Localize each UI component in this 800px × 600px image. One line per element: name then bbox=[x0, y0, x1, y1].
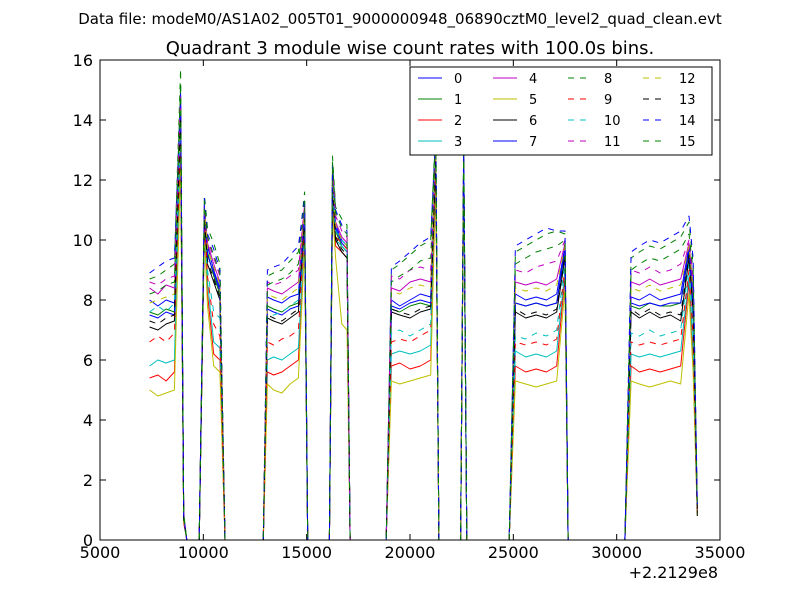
x-axis: 5000 10000 15000 20000 25000 30000 35000 bbox=[80, 60, 746, 562]
suptitle: Data file: modeM0/AS1A02_005T01_90000009… bbox=[78, 10, 722, 29]
y-tick-label: 6 bbox=[83, 351, 93, 370]
legend-label-8: 8 bbox=[604, 72, 612, 87]
legend-label-6: 6 bbox=[529, 114, 537, 129]
y-tick-label: 14 bbox=[73, 111, 93, 130]
y-tick-label: 12 bbox=[73, 171, 93, 190]
y-tick-label: 0 bbox=[83, 531, 93, 550]
series-line-5 bbox=[149, 164, 698, 540]
legend-label-15: 15 bbox=[679, 135, 696, 150]
x-tick-label: 5000 bbox=[80, 543, 121, 562]
x-tick-label: 35000 bbox=[695, 543, 746, 562]
y-tick-label: 10 bbox=[73, 231, 93, 250]
legend-label-13: 13 bbox=[679, 93, 696, 108]
legend-label-0: 0 bbox=[454, 72, 462, 87]
x-tick-label: 10000 bbox=[178, 543, 229, 562]
x-offset-label: +2.2129e8 bbox=[629, 563, 718, 582]
y-tick-label: 4 bbox=[83, 411, 93, 430]
x-tick-label: 20000 bbox=[385, 543, 436, 562]
plot-area: 5000 10000 15000 20000 25000 30000 35000 0 2 4 6 8… bbox=[73, 51, 746, 562]
x-tick-label: 30000 bbox=[591, 543, 642, 562]
series-line-11 bbox=[149, 95, 698, 540]
legend-label-9: 9 bbox=[604, 93, 612, 108]
legend-label-3: 3 bbox=[454, 135, 462, 150]
series-layer bbox=[149, 68, 698, 540]
x-tick-label: 25000 bbox=[488, 543, 539, 562]
legend-label-1: 1 bbox=[454, 93, 462, 108]
legend-label-11: 11 bbox=[604, 135, 621, 150]
legend-label-2: 2 bbox=[454, 114, 462, 129]
legend-label-10: 10 bbox=[604, 114, 621, 129]
legend-label-14: 14 bbox=[679, 114, 696, 129]
x-tick-label: 15000 bbox=[281, 543, 332, 562]
legend-label-4: 4 bbox=[529, 72, 537, 87]
legend-label-7: 7 bbox=[529, 135, 537, 150]
chart-title: Quadrant 3 module wise count rates with … bbox=[166, 38, 655, 59]
legend-label-5: 5 bbox=[529, 93, 537, 108]
y-tick-label: 16 bbox=[73, 51, 93, 70]
y-tick-label: 8 bbox=[83, 291, 93, 310]
legend-label-12: 12 bbox=[679, 72, 696, 87]
legend-box bbox=[409, 66, 713, 156]
y-tick-label: 2 bbox=[83, 471, 93, 490]
